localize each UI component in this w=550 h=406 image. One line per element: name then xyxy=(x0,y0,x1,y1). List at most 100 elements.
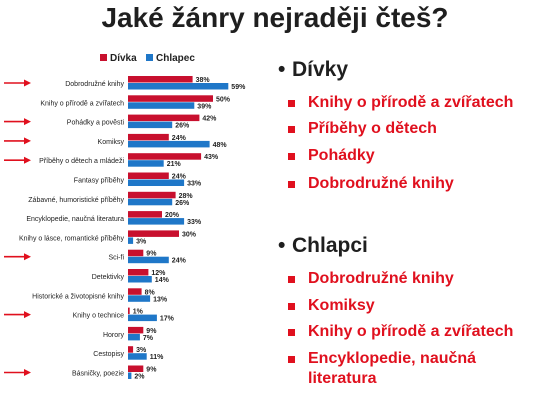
category-label: Knihy o technice xyxy=(73,313,124,320)
girls-title-text: Dívky xyxy=(292,58,349,81)
bar-girl xyxy=(128,95,213,102)
category-label: Fantasy příběhy xyxy=(74,178,125,185)
data-label: 33% xyxy=(187,219,202,226)
data-label: 39% xyxy=(197,103,212,110)
category-label: Knihy o přírodě a zvířatech xyxy=(40,100,124,107)
bar-girl xyxy=(128,114,200,122)
bar-boy xyxy=(128,121,173,129)
data-label: 26% xyxy=(175,123,190,130)
girls-item-4: Dobrodružné knihy xyxy=(288,174,454,194)
arrow-head-icon xyxy=(24,369,31,376)
category-label: Básničky, poezie xyxy=(72,371,124,378)
bar-boy xyxy=(128,83,229,90)
data-label: 9% xyxy=(146,251,157,258)
data-label: 2% xyxy=(134,374,145,381)
data-label: 24% xyxy=(172,258,187,265)
category-label: Komiksy xyxy=(98,139,125,146)
bar-girl xyxy=(128,249,144,257)
data-label: 50% xyxy=(216,96,231,103)
bar-boy xyxy=(128,102,195,109)
bar-boy xyxy=(128,160,164,167)
bar-boy xyxy=(128,218,185,225)
data-label: 3% xyxy=(136,238,147,245)
girls-item-1: Knihy o přírodě a zvířatech xyxy=(288,93,513,113)
category-label: Cestopisy xyxy=(93,351,124,358)
bar-girl xyxy=(128,133,169,141)
arrow-head-icon xyxy=(24,118,31,126)
bar-boy xyxy=(128,295,151,302)
boys-title-text: Chlapci xyxy=(292,234,368,257)
girls-item-2: Příběhy o dětech xyxy=(288,119,437,139)
data-label: 24% xyxy=(172,174,187,181)
legend-label-0: Dívka xyxy=(110,53,137,64)
boys-group-title: • Chlapci xyxy=(278,234,368,258)
bar-chart: Dívka Chlapec Dobrodružné knihy 38% 59% Knihy… xyxy=(4,53,246,381)
data-label: 12% xyxy=(151,270,166,277)
girls-group-title: • Dívky xyxy=(278,58,348,82)
category-label: Encyklopedie, naučná literatura xyxy=(26,216,124,223)
bar-girl xyxy=(128,211,162,218)
data-label: 59% xyxy=(231,84,246,91)
data-label: 21% xyxy=(167,161,182,168)
bullet-icon: • xyxy=(278,58,286,81)
data-label: 7% xyxy=(143,335,154,342)
data-label: 17% xyxy=(160,316,175,323)
arrow-head-icon xyxy=(24,253,31,261)
bar-boy xyxy=(128,333,140,341)
data-label: 48% xyxy=(213,142,228,149)
arrow-head-icon xyxy=(24,137,31,145)
category-label: Příběhy o dětech a mládeži xyxy=(39,158,124,165)
bar-boy xyxy=(128,276,152,283)
data-label: 9% xyxy=(146,328,157,335)
data-label: 42% xyxy=(202,116,217,123)
category-label: Zábavné, humoristické příběhy xyxy=(28,197,124,204)
category-label: Horory xyxy=(103,332,125,339)
bar-girl xyxy=(128,326,144,334)
bar-girl xyxy=(128,153,202,160)
data-label: 14% xyxy=(155,277,170,284)
square-bullet-icon xyxy=(288,276,295,283)
legend-label-1: Chlapec xyxy=(156,53,195,64)
legend-swatch-0 xyxy=(100,54,107,61)
bar-boy xyxy=(128,237,134,244)
square-bullet-icon xyxy=(288,181,295,188)
data-label: 28% xyxy=(179,193,194,200)
bar-boy xyxy=(128,198,173,206)
data-label: 33% xyxy=(187,181,202,188)
square-bullet-icon xyxy=(288,356,295,363)
category-label: Knihy o lásce, romantické příběhy xyxy=(19,235,125,242)
legend-swatch-1 xyxy=(146,54,153,61)
data-label: 8% xyxy=(145,289,156,296)
bar-boy xyxy=(128,256,169,264)
bar-boy xyxy=(128,140,210,148)
arrow-head-icon xyxy=(24,79,31,87)
data-label: 13% xyxy=(153,296,168,303)
boys-item-1: Dobrodružné knihy xyxy=(288,269,454,289)
arrow-head-icon xyxy=(24,311,31,319)
square-bullet-icon xyxy=(288,153,295,160)
bar-girl xyxy=(128,230,179,237)
data-label: 11% xyxy=(150,354,164,361)
data-label: 24% xyxy=(172,135,187,142)
boys-item-2: Komiksy xyxy=(288,296,375,316)
bullet-icon: • xyxy=(278,234,286,257)
category-label: Pohádky a pověsti xyxy=(67,120,125,127)
category-label: Historické a životopisné knihy xyxy=(32,293,124,300)
data-label: 9% xyxy=(146,367,157,374)
square-bullet-icon xyxy=(288,100,295,107)
bar-boy xyxy=(128,353,147,360)
boys-item-4: Encyklopedie, naučná literatura xyxy=(288,349,518,389)
square-bullet-icon xyxy=(288,126,295,133)
square-bullet-icon xyxy=(288,303,295,310)
category-label: Sci-fi xyxy=(108,255,124,262)
bar-girl xyxy=(128,307,130,315)
bar-boy xyxy=(128,179,185,186)
data-label: 1% xyxy=(133,309,144,316)
bar-boy xyxy=(128,314,157,322)
bar-girl xyxy=(128,269,149,276)
page-title: Jaké žánry nejraději čteš? xyxy=(101,2,449,33)
bar-girl xyxy=(128,288,142,295)
bar-girl xyxy=(128,191,176,199)
bar-girl xyxy=(128,172,169,179)
boys-item-3: Knihy o přírodě a zvířatech xyxy=(288,322,513,342)
